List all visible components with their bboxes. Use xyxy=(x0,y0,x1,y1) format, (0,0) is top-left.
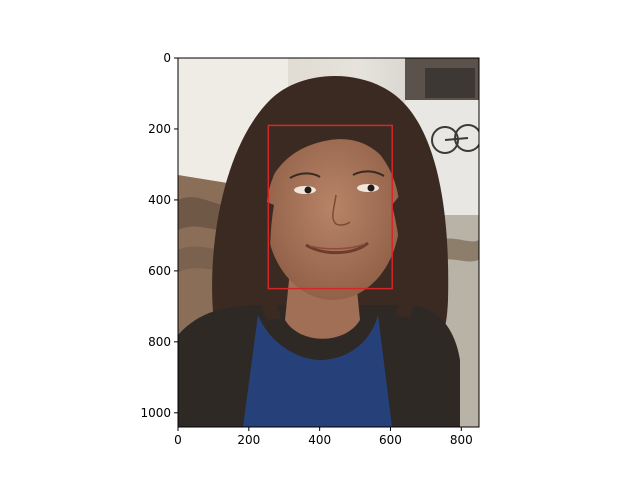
x-tick-label: 800 xyxy=(450,433,473,447)
bounding-box xyxy=(267,124,393,290)
y-tick-label: 600 xyxy=(148,264,171,278)
y-tick-label: 400 xyxy=(148,193,171,207)
y-axis-ticks: 0 200 400 600 800 1000 xyxy=(140,51,178,420)
y-tick-label: 0 xyxy=(163,51,171,65)
x-tick-label: 400 xyxy=(308,433,331,447)
y-tick-label: 200 xyxy=(148,122,171,136)
y-tick-label: 800 xyxy=(148,335,171,349)
x-tick-label: 600 xyxy=(379,433,402,447)
x-axis-ticks: 0 200 400 600 800 xyxy=(174,427,473,447)
y-tick-label: 1000 xyxy=(140,406,171,420)
photo-image xyxy=(178,58,479,427)
x-tick-label: 0 xyxy=(174,433,182,447)
x-tick-label: 200 xyxy=(237,433,260,447)
axes-frame xyxy=(177,57,480,428)
